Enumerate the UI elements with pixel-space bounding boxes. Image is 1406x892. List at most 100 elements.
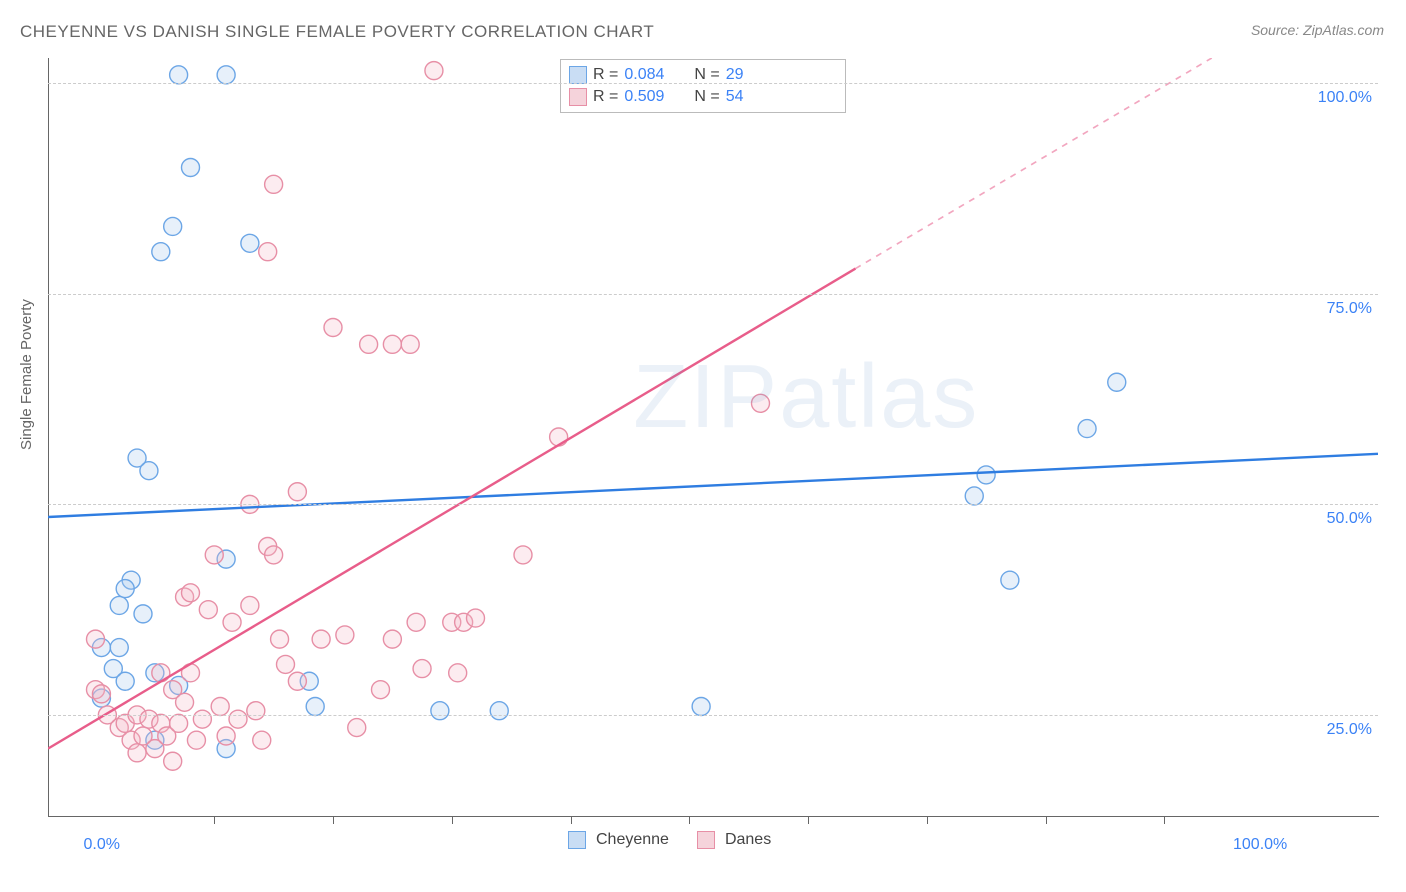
r-label: R = [593,66,618,84]
y-tick-label: 75.0% [1308,300,1372,318]
danes-point [449,664,467,682]
danes-point [288,483,306,501]
gridline [48,715,1378,716]
danes-point [187,731,205,749]
x-tick [808,816,809,824]
danes-point [92,685,110,703]
danes-point [407,613,425,631]
danes-point [87,630,105,648]
x-tick [571,816,572,824]
legend-swatch [569,88,587,106]
danes-point [265,546,283,564]
cheyenne-point [490,702,508,720]
danes-point [199,601,217,619]
legend-swatch [569,66,587,84]
danes-point [164,752,182,770]
cheyenne-point [692,698,710,716]
danes-point [271,630,289,648]
x-tick [333,816,334,824]
cheyenne-point [1108,373,1126,391]
danes-point [752,394,770,412]
cheyenne-point [116,580,134,598]
danes-point [413,660,431,678]
x-min-label: 0.0% [84,836,120,854]
x-tick [927,816,928,824]
cheyenne-point [217,66,235,84]
danes-point [383,630,401,648]
danes-point [128,744,146,762]
chart-container: CHEYENNE VS DANISH SINGLE FEMALE POVERTY… [0,0,1406,892]
x-tick [689,816,690,824]
cheyenne-point [110,639,128,657]
n-value: 29 [726,66,744,84]
scatter-plot [48,58,1378,816]
cheyenne-point [134,605,152,623]
cheyenne-point [182,158,200,176]
danes-point [288,672,306,690]
danes-point [211,698,229,716]
danes-trendline-extrapolated [856,58,1212,269]
danes-point [241,596,259,614]
y-tick-label: 50.0% [1308,510,1372,528]
danes-point [223,613,241,631]
x-max-label: 100.0% [1233,836,1287,854]
danes-point [205,546,223,564]
danes-point [360,335,378,353]
danes-point [229,710,247,728]
danes-point [425,62,443,80]
legend-series-label: Cheyenne [596,831,669,849]
cheyenne-point [977,466,995,484]
danes-point [193,710,211,728]
gridline [48,294,1378,295]
danes-point [312,630,330,648]
legend-series-label: Danes [725,831,771,849]
cheyenne-point [164,217,182,235]
chart-title: CHEYENNE VS DANISH SINGLE FEMALE POVERTY… [20,22,654,42]
danes-point [277,655,295,673]
n-label: N = [694,88,719,106]
danes-point [259,243,277,261]
y-tick-label: 25.0% [1308,721,1372,739]
legend-series: Cheyenne Danes [568,831,789,849]
danes-point [265,175,283,193]
source-label: Source: ZipAtlas.com [1251,22,1384,38]
danes-point [336,626,354,644]
danes-point [324,319,342,337]
cheyenne-point [241,234,259,252]
r-value: 0.084 [624,66,678,84]
x-tick [1164,816,1165,824]
x-tick [1046,816,1047,824]
cheyenne-point [1078,420,1096,438]
cheyenne-point [152,243,170,261]
danes-point [253,731,271,749]
danes-point [170,714,188,732]
gridline [48,83,1378,84]
danes-point [514,546,532,564]
danes-point [176,693,194,711]
x-tick [452,816,453,824]
danes-point [348,719,366,737]
danes-point [401,335,419,353]
n-value: 54 [726,88,744,106]
danes-point [247,702,265,720]
legend-correlation: R = 0.084 N = 29 R = 0.509 N = 54 [560,59,846,113]
r-value: 0.509 [624,88,678,106]
legend-swatch [697,831,715,849]
cheyenne-point [116,672,134,690]
y-tick-label: 100.0% [1308,89,1372,107]
danes-point [383,335,401,353]
cheyenne-point [140,462,158,480]
r-label: R = [593,88,618,106]
danes-point [467,609,485,627]
cheyenne-trendline [48,454,1378,517]
cheyenne-point [170,66,188,84]
cheyenne-point [431,702,449,720]
legend-correlation-row: R = 0.509 N = 54 [569,86,837,108]
legend-swatch [568,831,586,849]
cheyenne-point [110,596,128,614]
cheyenne-point [306,698,324,716]
y-axis-label: Single Female Poverty [18,299,35,450]
danes-point [372,681,390,699]
n-label: N = [694,66,719,84]
danes-point [550,428,568,446]
